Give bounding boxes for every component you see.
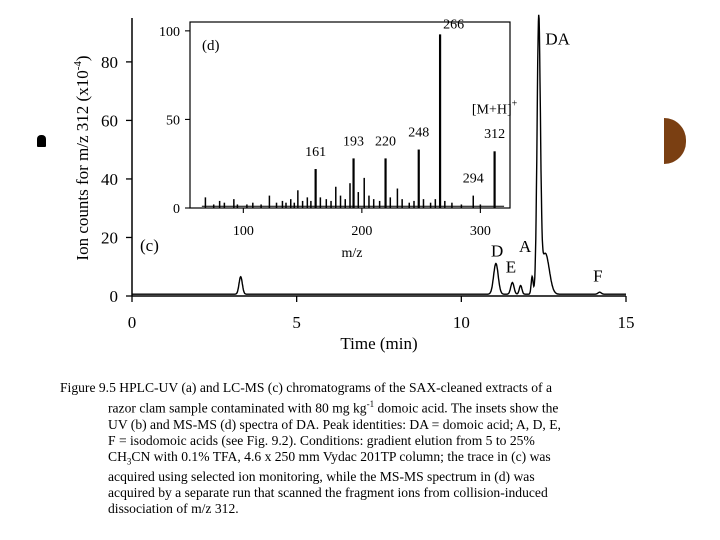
inset-y-tick-label: 50 [166, 113, 180, 128]
main-axes [131, 18, 626, 297]
caption-line-8: dissociation of m/z 312. [108, 501, 239, 517]
main-ticks: 0 5 10 15 0 20 40 60 80 [101, 53, 635, 332]
figure-chart: 0 5 10 15 0 20 40 60 80 DA DEA F (c) Time (min) Io… [72, 14, 635, 353]
main-y-tick-label: 80 [101, 53, 118, 72]
slide-edge-decoration [664, 118, 686, 164]
caption-line-6: acquired using selected ion monitoring, … [108, 469, 535, 485]
inset-peak-label: 193 [343, 134, 364, 149]
main-x-tick-label: 10 [453, 313, 470, 332]
bullet-shape [37, 135, 46, 147]
chromatogram-trace [132, 14, 626, 295]
inset-ticks: 100 200 300 0 50 100 [159, 25, 491, 239]
main-x-tick-label: 5 [292, 313, 301, 332]
inset-peak-labels: 161 193 220 248 266 294 312 [M+H]+ [305, 17, 518, 186]
inset-peak-label: 248 [408, 125, 429, 140]
main-y-tick-label: 40 [101, 170, 118, 189]
main-x-tick-label: 15 [618, 313, 635, 332]
main-peak-label: E [506, 258, 516, 277]
main-peak-label: F [593, 266, 602, 285]
caption-line-7: acquired by a separate run that scanned … [108, 485, 548, 501]
panel-label-d: (d) [202, 38, 220, 54]
inset-y-tick-label: 0 [173, 202, 180, 217]
main-y-tick-label: 0 [110, 287, 119, 306]
inset-x-tick-label: 300 [470, 224, 491, 239]
main-y-axis-label: Ion counts for m/z 312 (x10-4) [72, 55, 92, 260]
inset-x-tick-label: 200 [351, 224, 372, 239]
caption-line-1: Figure 9.5 HPLC-UV (a) and LC-MS (c) chr… [60, 380, 553, 395]
inset-x-tick-label: 100 [233, 224, 254, 239]
caption-line-3: UV (b) and MS-MS (d) spectra of DA. Peak… [108, 416, 561, 432]
inset-peak-label: 220 [375, 134, 396, 149]
inset-y-tick-label: 100 [159, 25, 180, 40]
inset-peak-label: 294 [463, 172, 484, 187]
main-peak-label: A [519, 237, 532, 256]
inset-frame [189, 21, 511, 209]
caption-line-4: F = isodomoic acids (see Fig. 9.2). Cond… [108, 432, 535, 448]
inset-x-axis-label: m/z [342, 246, 363, 261]
inset-peak-label: 312 [484, 127, 505, 142]
panel-label-c: (c) [140, 236, 159, 255]
main-y-tick-label: 20 [101, 228, 118, 247]
inset-mh-superscript: + [512, 98, 518, 109]
main-x-tick-label: 0 [128, 313, 137, 332]
caption-line-5b: CN with 0.1% TFA, 4.6 x 250 mm Vydac 201… [131, 448, 551, 464]
caption-line-2-sup: -1 [366, 399, 375, 409]
caption-line-2a: razor clam sample contaminated with 80 m… [108, 400, 367, 416]
main-y-tick-label: 60 [101, 111, 118, 130]
main-x-axis-label: Time (min) [340, 334, 417, 353]
inset-peak-label: [M+H]+ [472, 98, 518, 117]
inset-spectrum-bars [201, 34, 505, 208]
inset-peak-label: 161 [305, 145, 326, 160]
caption-line-2b: domoic acid. The insets show the [374, 400, 559, 416]
main-peak-label: D [491, 241, 503, 260]
inset-peak-label: 266 [443, 17, 464, 32]
main-peak-label: DA [545, 29, 570, 48]
caption-line-5a: CH [108, 448, 127, 464]
caption-body: razor clam sample contaminated with 80 m… [60, 396, 678, 517]
caption-line-5-sub: 3 [126, 456, 132, 467]
main-peak-labels: DA DEA F [491, 29, 603, 285]
figure-caption: Figure 9.5 HPLC-UV (a) and LC-MS (c) chr… [60, 380, 678, 517]
